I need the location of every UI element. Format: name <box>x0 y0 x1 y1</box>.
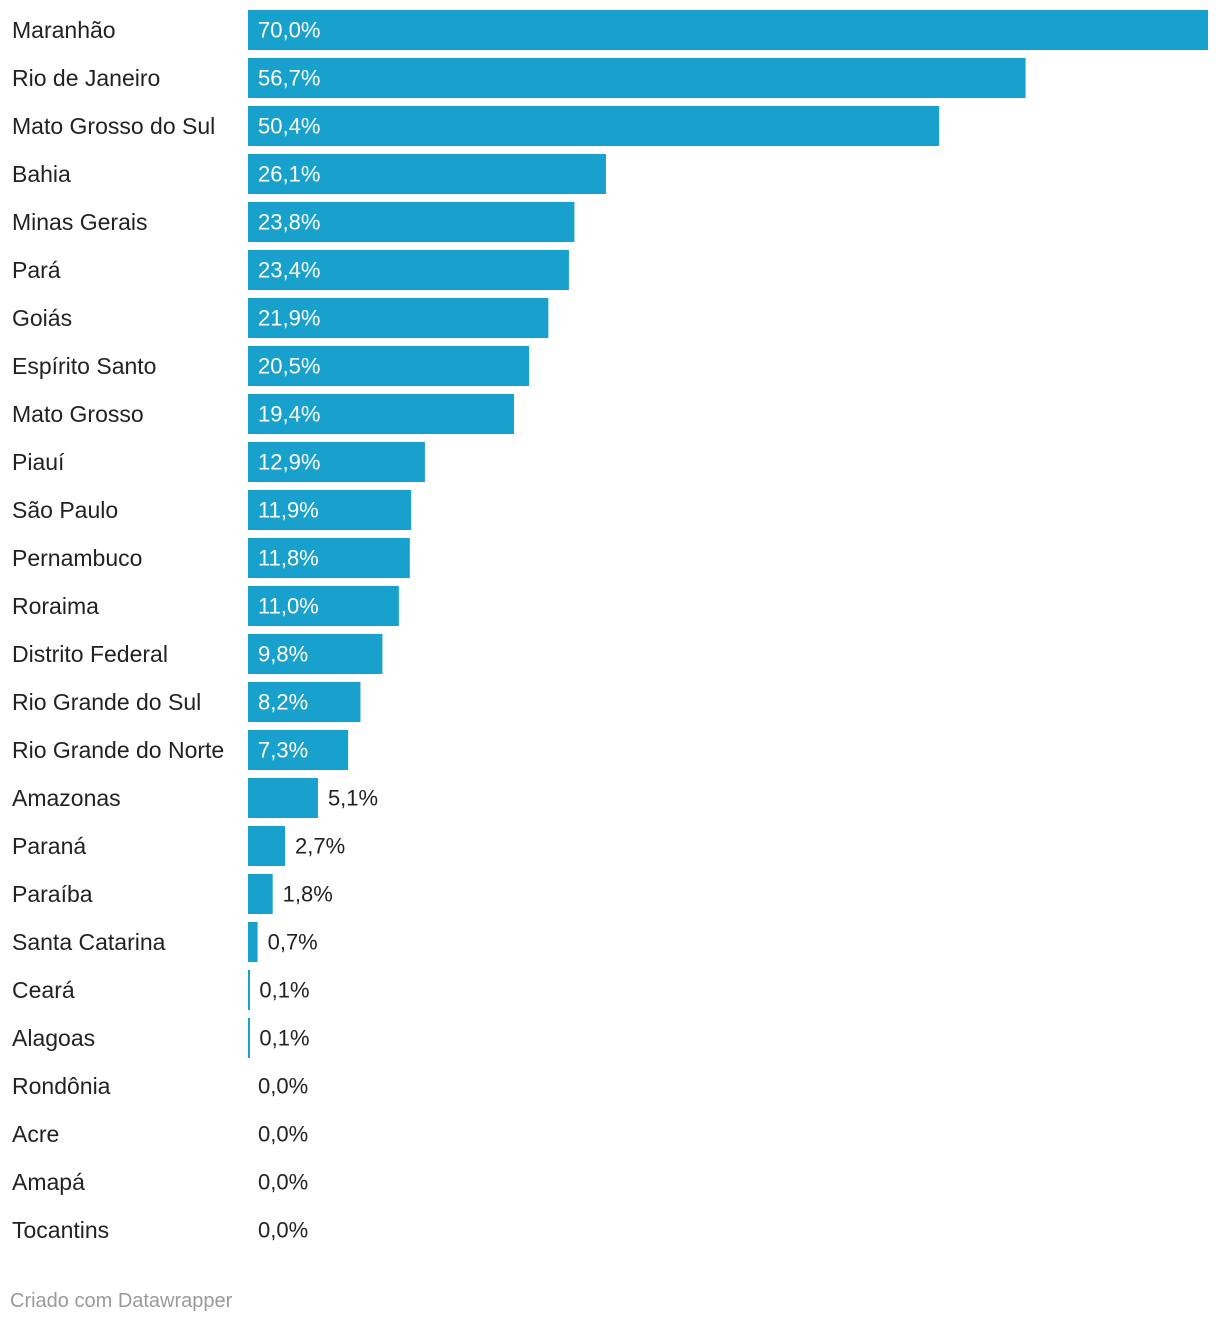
bar-chart: Maranhão 70,0% Rio de Janeiro 56,7% Mato Gro… <box>12 10 1208 1243</box>
category-label: Rondônia <box>12 1073 111 1099</box>
category-label: Ceará <box>12 977 75 1003</box>
bar <box>248 826 286 866</box>
value-label: 21,9% <box>258 306 320 331</box>
bar <box>248 442 425 482</box>
value-label: 12,9% <box>258 450 320 475</box>
category-label: Minas Gerais <box>12 209 147 235</box>
category-label: Pará <box>12 257 61 283</box>
category-label: Piauí <box>12 449 65 475</box>
category-label: Acre <box>12 1121 59 1147</box>
value-label: 70,0% <box>258 18 320 43</box>
bar <box>248 250 569 290</box>
value-label: 23,8% <box>258 210 320 235</box>
bar <box>248 394 515 434</box>
bar <box>248 1018 250 1058</box>
footer-credit: Criado com Datawrapper <box>10 1290 233 1312</box>
category-label: Rio Grande do Norte <box>12 737 224 763</box>
category-label: Paraíba <box>12 881 93 907</box>
value-label: 11,0% <box>258 594 319 619</box>
bar <box>248 154 606 194</box>
bar <box>248 538 410 578</box>
category-label: Pernambuco <box>12 545 142 571</box>
value-label: 26,1% <box>258 162 320 187</box>
value-label: 0,0% <box>258 1218 308 1243</box>
category-label: Paraná <box>12 833 86 859</box>
value-label: 56,7% <box>258 66 320 91</box>
value-label: 0,1% <box>259 1026 309 1051</box>
value-label: 7,3% <box>258 738 308 763</box>
value-label: 11,8% <box>258 546 319 571</box>
value-label: 5,1% <box>328 786 378 811</box>
value-label: 0,7% <box>268 930 318 955</box>
bar <box>248 298 549 338</box>
category-label: Tocantins <box>12 1217 109 1243</box>
value-label: 1,8% <box>283 882 333 907</box>
category-label: Mato Grosso <box>12 401 144 427</box>
bar <box>248 106 940 146</box>
bar <box>248 586 399 626</box>
bar <box>248 202 575 242</box>
bar <box>248 634 383 674</box>
bar <box>248 730 349 770</box>
category-label: Santa Catarina <box>12 929 166 955</box>
bar <box>248 58 1026 98</box>
value-label: 0,0% <box>258 1074 308 1099</box>
category-label: Espírito Santo <box>12 353 156 379</box>
bar <box>248 682 361 722</box>
value-label: 0,0% <box>258 1170 308 1195</box>
category-label: Bahia <box>12 161 71 187</box>
bar <box>248 970 250 1010</box>
category-label: Maranhão <box>12 17 116 43</box>
value-label: 0,0% <box>258 1122 308 1147</box>
category-label: Mato Grosso do Sul <box>12 113 215 139</box>
value-label: 9,8% <box>258 642 308 667</box>
category-label: Amazonas <box>12 785 121 811</box>
value-label: 0,1% <box>259 978 309 1003</box>
value-label: 19,4% <box>258 402 320 427</box>
bar <box>248 490 412 530</box>
category-label: Distrito Federal <box>12 641 168 667</box>
value-label: 20,5% <box>258 354 320 379</box>
category-label: São Paulo <box>12 497 118 523</box>
category-label: Rio Grande do Sul <box>12 689 201 715</box>
value-label: 23,4% <box>258 258 320 283</box>
value-label: 50,4% <box>258 114 320 139</box>
category-label: Rio de Janeiro <box>12 65 160 91</box>
bar <box>248 10 1208 50</box>
value-label: 8,2% <box>258 690 308 715</box>
value-label: 2,7% <box>295 834 345 859</box>
bar <box>248 922 258 962</box>
bar <box>248 346 530 386</box>
value-label: 11,9% <box>258 498 319 523</box>
bar <box>248 778 318 818</box>
category-label: Roraima <box>12 593 99 619</box>
category-label: Alagoas <box>12 1025 95 1051</box>
category-label: Amapá <box>12 1169 85 1195</box>
bar <box>248 874 273 914</box>
category-label: Goiás <box>12 305 72 331</box>
